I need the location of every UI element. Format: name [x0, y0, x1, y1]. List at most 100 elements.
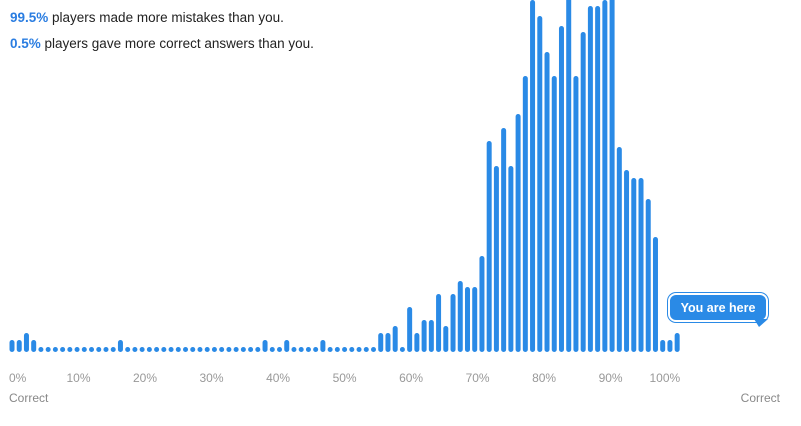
distribution-bar — [284, 340, 290, 352]
distribution-bar — [168, 347, 174, 352]
distribution-bar — [616, 147, 622, 352]
distribution-bar — [74, 347, 80, 352]
distribution-bar — [291, 347, 297, 352]
distribution-bar — [363, 347, 369, 352]
distribution-bar — [45, 347, 51, 352]
distribution-bar — [16, 340, 22, 352]
distribution-bar — [624, 170, 630, 352]
distribution-bar — [631, 178, 637, 352]
distribution-bar — [38, 347, 44, 352]
distribution-bar — [566, 0, 572, 352]
distribution-bar — [262, 340, 268, 352]
distribution-bar — [407, 307, 413, 352]
tooltip-pointer — [754, 319, 768, 327]
distribution-bar — [587, 6, 593, 352]
distribution-bar — [248, 347, 254, 352]
distribution-bar — [240, 347, 246, 352]
distribution-bar — [399, 347, 405, 352]
distribution-bar — [161, 347, 167, 352]
x-tick-labels: 0% 10% 20% 30% 40% 50% 60% 70% 80% 90% 100% — [9, 371, 681, 385]
distribution-bar — [132, 347, 138, 352]
distribution-bar — [269, 347, 275, 352]
distribution-bar — [464, 287, 470, 352]
distribution-bar — [9, 340, 15, 352]
distribution-bar — [479, 256, 485, 352]
distribution-bar — [197, 347, 203, 352]
distribution-bar — [450, 294, 456, 352]
distribution-bar — [551, 76, 557, 352]
distribution-bar — [414, 333, 420, 352]
distribution-bar — [60, 347, 66, 352]
distribution-bar — [421, 320, 427, 352]
x-tick-label: 90% — [599, 371, 623, 385]
distribution-bar — [385, 333, 391, 352]
distribution-bar — [443, 326, 449, 352]
stat-more-mistakes-percent: 99.5% — [10, 10, 49, 25]
stat-more-mistakes: 99.5% players made more mistakes than yo… — [10, 10, 284, 25]
distribution-bar — [110, 347, 116, 352]
axis-right-label: Correct — [740, 391, 780, 405]
distribution-bar — [595, 6, 601, 352]
distribution-bar — [89, 347, 95, 352]
x-tick-label: 20% — [133, 371, 157, 385]
distribution-bar — [392, 326, 398, 352]
distribution-bar — [493, 166, 499, 352]
distribution-bar — [103, 347, 109, 352]
axis-left-label: Correct — [9, 391, 49, 405]
distribution-bar — [23, 333, 29, 352]
distribution-bar — [81, 347, 87, 352]
distribution-bar — [645, 199, 651, 352]
x-tick-label: 60% — [399, 371, 423, 385]
distribution-bar — [537, 16, 543, 352]
distribution-bar — [175, 347, 181, 352]
distribution-bar — [609, 0, 615, 352]
distribution-bar — [342, 347, 348, 352]
distribution-bar — [255, 347, 261, 352]
distribution-bar — [530, 0, 536, 352]
distribution-bar — [233, 347, 239, 352]
distribution-bar — [190, 347, 196, 352]
distribution-bar — [544, 52, 550, 352]
distribution-bar — [486, 141, 492, 352]
x-tick-label: 80% — [532, 371, 556, 385]
stat-more-correct: 0.5% players gave more correct answers t… — [10, 36, 314, 51]
distribution-bar — [139, 347, 145, 352]
x-tick-label: 10% — [66, 371, 90, 385]
x-tick-label: 40% — [266, 371, 290, 385]
distribution-bar — [428, 320, 434, 352]
distribution-bar — [146, 347, 152, 352]
x-tick-label: 100% — [649, 371, 680, 385]
distribution-bar — [660, 340, 666, 352]
you-are-here-tooltip: You are here — [668, 293, 768, 322]
distribution-bar — [67, 347, 73, 352]
x-tick-label: 0% — [9, 371, 27, 385]
distribution-bar — [117, 340, 123, 352]
distribution-bar — [573, 76, 579, 352]
distribution-bar — [334, 347, 340, 352]
distribution-bar — [602, 0, 608, 352]
distribution-bar — [356, 347, 362, 352]
stat-more-mistakes-text: players made more mistakes than you. — [48, 10, 284, 25]
distribution-bar — [226, 347, 232, 352]
distribution-bar — [305, 347, 311, 352]
distribution-bar — [472, 287, 478, 352]
distribution-bar — [313, 347, 319, 352]
distribution-bar — [204, 347, 210, 352]
distribution-bar — [349, 347, 355, 352]
distribution-bar — [277, 347, 283, 352]
distribution-bar — [371, 347, 376, 352]
distribution-bar — [211, 347, 217, 352]
stat-more-correct-text: players gave more correct answers than y… — [40, 36, 314, 51]
distribution-bar — [674, 333, 680, 352]
distribution-bar — [298, 347, 304, 352]
distribution-bar — [667, 340, 673, 352]
distribution-bar — [154, 347, 160, 352]
distribution-bar — [558, 26, 564, 352]
stat-more-correct-percent: 0.5% — [10, 36, 41, 51]
distribution-bar — [31, 340, 37, 352]
distribution-bar — [378, 333, 384, 352]
distribution-bar — [320, 340, 326, 352]
distribution-bar — [522, 76, 528, 352]
distribution-bar — [219, 347, 225, 352]
distribution-bar — [457, 281, 463, 352]
